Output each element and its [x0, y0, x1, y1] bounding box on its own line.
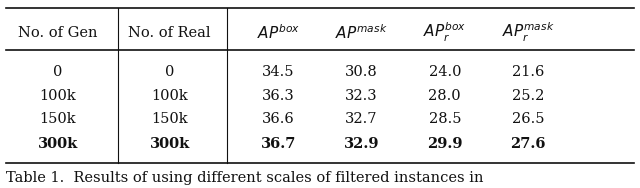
Text: 24.0: 24.0 — [429, 65, 461, 79]
Text: $AP^{box}_{r}$: $AP^{box}_{r}$ — [423, 21, 467, 45]
Text: 26.5: 26.5 — [512, 112, 544, 126]
Text: 300k: 300k — [150, 137, 189, 151]
Text: 32.3: 32.3 — [346, 89, 378, 103]
Text: $AP^{box}$: $AP^{box}$ — [257, 24, 300, 42]
Text: No. of Real: No. of Real — [129, 26, 211, 40]
Text: 0: 0 — [53, 65, 62, 79]
Text: 300k: 300k — [38, 137, 77, 151]
Text: 36.3: 36.3 — [262, 89, 295, 103]
Text: 36.6: 36.6 — [262, 112, 295, 126]
Text: 32.9: 32.9 — [344, 137, 380, 151]
Text: No. of Gen: No. of Gen — [18, 26, 97, 40]
Text: Table 1.  Results of using different scales of filtered instances in: Table 1. Results of using different scal… — [6, 171, 484, 185]
Text: 100k: 100k — [39, 89, 76, 103]
Text: $AP^{mask}_{r}$: $AP^{mask}_{r}$ — [502, 21, 554, 45]
Text: 0: 0 — [165, 65, 174, 79]
Text: 150k: 150k — [39, 112, 76, 126]
Text: 32.7: 32.7 — [346, 112, 378, 126]
Text: 28.5: 28.5 — [429, 112, 461, 126]
Text: 21.6: 21.6 — [512, 65, 544, 79]
Text: 28.0: 28.0 — [429, 89, 461, 103]
Text: 100k: 100k — [151, 89, 188, 103]
Text: 36.7: 36.7 — [260, 137, 296, 151]
Text: 150k: 150k — [151, 112, 188, 126]
Text: $AP^{mask}$: $AP^{mask}$ — [335, 24, 388, 42]
Text: 29.9: 29.9 — [427, 137, 463, 151]
Text: 27.6: 27.6 — [510, 137, 546, 151]
Text: 34.5: 34.5 — [262, 65, 294, 79]
Text: 25.2: 25.2 — [512, 89, 544, 103]
Text: 30.8: 30.8 — [345, 65, 378, 79]
